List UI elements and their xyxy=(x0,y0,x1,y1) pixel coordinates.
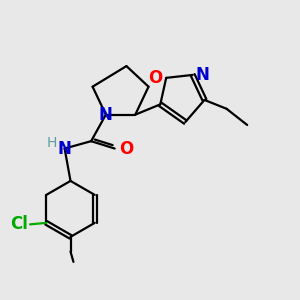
Text: H: H xyxy=(46,136,56,150)
Text: O: O xyxy=(119,140,133,158)
Text: Cl: Cl xyxy=(10,215,28,233)
Text: N: N xyxy=(58,140,71,158)
Text: N: N xyxy=(99,106,113,124)
Text: N: N xyxy=(196,66,209,84)
Text: O: O xyxy=(148,69,163,87)
